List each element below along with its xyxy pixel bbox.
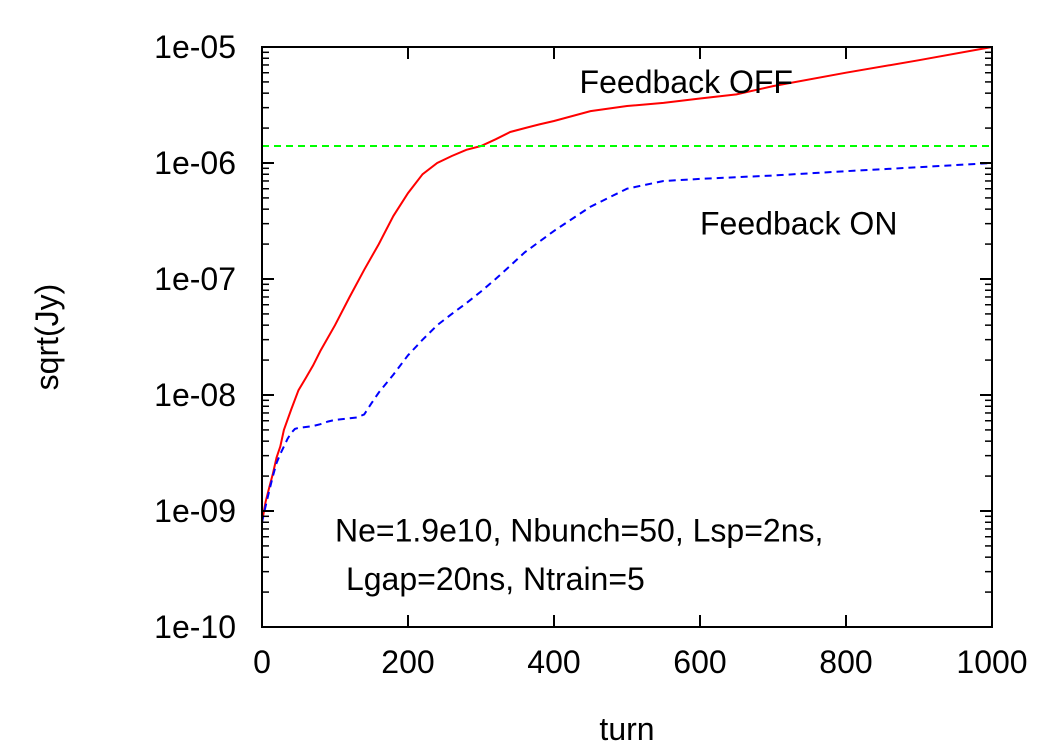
tick-labels: 0 200 400 600 800 1000 1e-10 1e-09 1e-08 1e-07 1e-… xyxy=(154,29,1027,680)
annotation-params-line1: Ne=1.9e10, Nbunch=50, Lsp=2ns, xyxy=(335,512,823,548)
x-tick-label: 1000 xyxy=(956,644,1027,680)
annotation-params-line2: Lgap=20ns, Ntrain=5 xyxy=(346,561,645,597)
x-tick-label: 0 xyxy=(253,644,271,680)
x-tick-label: 800 xyxy=(819,644,872,680)
axis-ticks xyxy=(261,46,993,628)
x-tick-label: 200 xyxy=(381,644,434,680)
y-tick-label: 1e-10 xyxy=(154,609,236,645)
y-axis-label: sqrt(Jy) xyxy=(29,284,65,391)
y-tick-label: 1e-07 xyxy=(154,261,236,297)
plot-frame xyxy=(261,46,993,628)
plot-lines xyxy=(261,46,993,523)
series-line-feedback-off xyxy=(261,46,993,523)
y-tick-label: 1e-08 xyxy=(154,377,236,413)
y-tick-label: 1e-06 xyxy=(154,145,236,181)
y-tick-label: 1e-09 xyxy=(154,493,236,529)
x-axis-label: turn xyxy=(599,711,654,747)
x-tick-label: 400 xyxy=(527,644,580,680)
x-tick-label: 600 xyxy=(673,644,726,680)
annotation-feedback-on: Feedback ON xyxy=(700,206,897,242)
y-tick-label: 1e-05 xyxy=(154,29,236,65)
series-line-feedback-on xyxy=(261,162,993,523)
annotation-feedback-off: Feedback OFF xyxy=(580,64,793,100)
